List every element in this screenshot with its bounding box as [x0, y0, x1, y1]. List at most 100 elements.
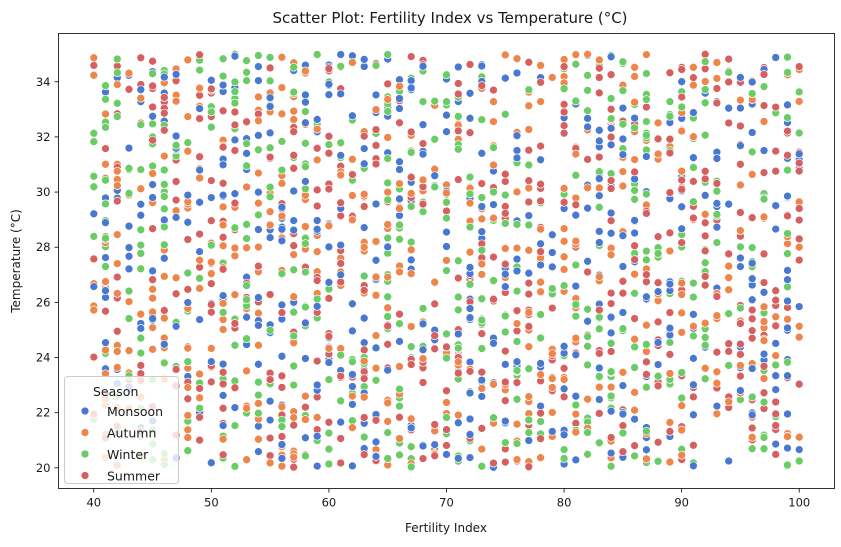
point-winter — [395, 234, 404, 244]
point-summer — [724, 339, 734, 349]
point-monsoon — [159, 253, 169, 263]
point-monsoon — [195, 197, 204, 207]
point-autumn — [136, 93, 146, 103]
point-summer — [206, 84, 216, 94]
point-summer — [195, 50, 204, 60]
point-winter — [442, 197, 451, 207]
point-monsoon — [418, 441, 428, 451]
point-summer — [430, 420, 440, 429]
point-autumn — [689, 321, 698, 331]
point-winter — [254, 390, 263, 400]
point-autumn — [794, 242, 804, 252]
point-monsoon — [536, 260, 545, 270]
point-monsoon — [254, 293, 263, 302]
point-autumn — [677, 166, 687, 176]
point-winter — [536, 310, 545, 319]
point-winter — [89, 171, 99, 181]
point-monsoon — [712, 222, 722, 232]
point-monsoon — [500, 416, 510, 426]
point-monsoon — [689, 108, 698, 117]
point-summer — [406, 52, 416, 61]
point-monsoon — [477, 202, 487, 211]
point-monsoon — [171, 213, 181, 222]
point-winter — [783, 460, 792, 470]
point-autumn — [124, 346, 134, 355]
point-autumn — [559, 265, 569, 274]
point-summer — [336, 211, 346, 221]
point-summer — [536, 434, 545, 444]
point-autumn — [642, 50, 651, 59]
point-autumn — [630, 62, 639, 72]
point-winter — [724, 309, 734, 319]
point-winter — [289, 307, 299, 317]
point-winter — [477, 294, 487, 304]
point-winter — [301, 267, 310, 277]
point-autumn — [759, 302, 769, 312]
point-autumn — [594, 272, 604, 282]
point-autumn — [489, 97, 498, 107]
point-autumn — [700, 318, 710, 328]
point-monsoon — [665, 323, 675, 333]
point-monsoon — [606, 208, 616, 218]
point-monsoon — [89, 209, 99, 219]
point-autumn — [183, 411, 193, 420]
point-winter — [512, 337, 522, 346]
point-monsoon — [183, 217, 193, 227]
point-winter — [724, 68, 734, 77]
point-winter — [642, 246, 651, 256]
point-autumn — [536, 224, 545, 234]
point-summer — [477, 329, 487, 339]
point-summer — [653, 437, 663, 447]
point-monsoon — [736, 73, 745, 82]
point-summer — [771, 321, 781, 331]
point-summer — [559, 121, 569, 130]
point-monsoon — [783, 191, 792, 201]
point-summer — [606, 176, 616, 185]
point-monsoon — [348, 382, 357, 391]
point-winter — [136, 165, 146, 174]
point-winter — [689, 331, 698, 341]
point-autumn — [395, 179, 404, 188]
point-autumn — [630, 155, 639, 164]
point-monsoon — [618, 409, 628, 419]
point-winter — [712, 238, 722, 247]
point-summer — [371, 125, 381, 134]
point-summer — [736, 159, 745, 169]
point-winter — [489, 143, 498, 152]
point-summer — [712, 98, 722, 108]
point-monsoon — [747, 128, 757, 137]
point-winter — [371, 375, 381, 385]
point-summer — [771, 286, 781, 296]
point-monsoon — [418, 149, 428, 159]
point-monsoon — [747, 295, 757, 305]
point-monsoon — [618, 381, 628, 390]
point-monsoon — [289, 225, 299, 235]
point-winter — [136, 249, 146, 258]
point-summer — [536, 77, 545, 87]
point-winter — [89, 137, 99, 147]
point-winter — [524, 415, 534, 425]
point-summer — [794, 158, 804, 168]
point-monsoon — [101, 286, 110, 296]
point-winter — [289, 62, 299, 72]
point-autumn — [477, 259, 487, 269]
point-summer — [324, 148, 334, 158]
point-winter — [665, 111, 675, 121]
point-autumn — [524, 342, 534, 352]
point-monsoon — [442, 227, 451, 237]
point-summer — [712, 292, 722, 301]
point-summer — [371, 159, 381, 169]
point-summer — [359, 413, 369, 422]
point-monsoon — [618, 134, 628, 144]
point-winter — [230, 87, 240, 97]
point-summer — [618, 447, 628, 457]
point-summer — [653, 232, 663, 242]
point-summer — [442, 342, 451, 352]
point-summer — [265, 433, 275, 443]
point-summer — [524, 57, 534, 67]
point-autumn — [112, 289, 122, 298]
point-monsoon — [324, 358, 334, 367]
point-autumn — [500, 244, 510, 253]
point-monsoon — [677, 202, 687, 212]
point-summer — [406, 360, 416, 369]
